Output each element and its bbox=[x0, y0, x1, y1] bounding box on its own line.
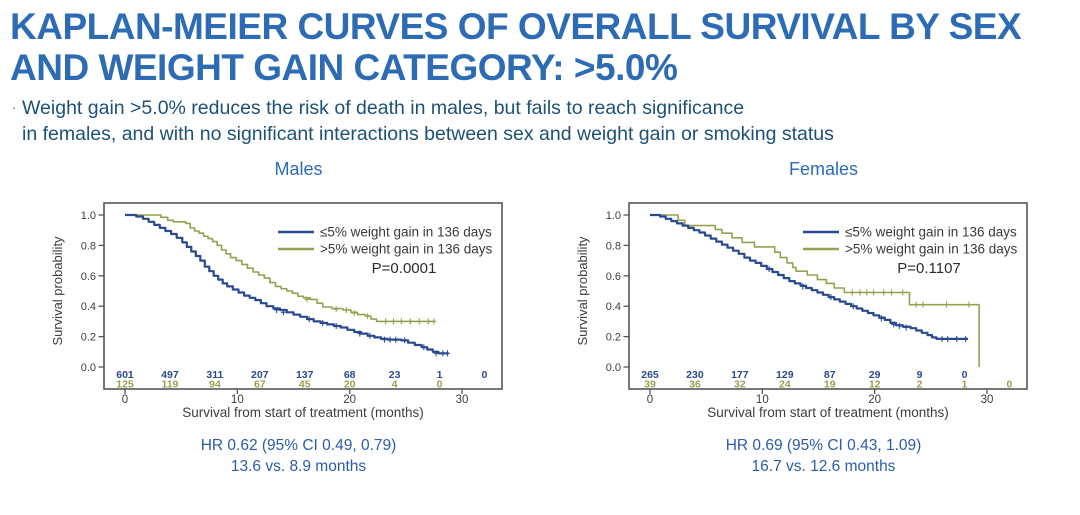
at-risk-value: 23 bbox=[389, 369, 401, 381]
km-figure-males: Males 0.0 0.2 0.4 0.6 0.8 1.0 Survival probabi… bbox=[46, 159, 551, 477]
at-risk-value: 87 bbox=[824, 369, 836, 381]
hr-line-females: HR 0.69 (95% CI 0.43, 1.09) bbox=[725, 437, 922, 455]
y-tick-label: 0.6 bbox=[81, 271, 96, 283]
slide: KAPLAN-MEIER CURVES OF OVERALL SURVIVAL … bbox=[0, 6, 1080, 515]
at-risk-value: 39 bbox=[644, 379, 656, 391]
at-risk-value: 177 bbox=[731, 369, 749, 381]
hr-block-females: HR 0.69 (95% CI 0.43, 1.09) 16.7 vs. 12.… bbox=[571, 436, 1076, 477]
bullet-line-2: in females, and with no significant inte… bbox=[22, 122, 834, 145]
at-risk-value: 19 bbox=[824, 379, 836, 391]
at-risk-value: 29 bbox=[869, 369, 881, 381]
km-curve bbox=[125, 214, 435, 323]
at-risk-value: 119 bbox=[161, 379, 178, 391]
legend-label: ≤5% weight gain in 136 days bbox=[320, 225, 492, 240]
km-figure-females: Females 0.0 0.2 0.4 0.6 0.8 1.0 Survival proba… bbox=[571, 159, 1076, 477]
at-risk-value: 1 bbox=[437, 369, 443, 381]
at-risk-value: 265 bbox=[641, 369, 659, 381]
legend-label: >5% weight gain in 136 days bbox=[845, 242, 1017, 257]
x-tick-label: 20 bbox=[343, 394, 356, 406]
km-curve bbox=[650, 214, 968, 341]
at-risk-value: 0 bbox=[1007, 379, 1013, 391]
y-axis-label: Survival probability bbox=[575, 236, 590, 346]
x-axis-label: Survival from start of treatment (months… bbox=[707, 405, 949, 420]
legend-label: >5% weight gain in 136 days bbox=[320, 242, 492, 257]
y-tick-label: 0.0 bbox=[81, 362, 96, 374]
at-risk-value: 0 bbox=[962, 369, 968, 381]
bullet-text: Weight gain >5.0% reduces the risk of de… bbox=[22, 96, 834, 147]
at-risk-value: 125 bbox=[116, 379, 134, 391]
at-risk-value: 12 bbox=[869, 379, 881, 391]
at-risk-value: 67 bbox=[254, 379, 266, 391]
at-risk-value: 0 bbox=[437, 379, 443, 391]
at-risk-value: 0 bbox=[482, 369, 488, 381]
at-risk-value: 207 bbox=[251, 369, 269, 381]
chart-title-females: Females bbox=[788, 159, 859, 180]
x-tick-label: 30 bbox=[456, 394, 469, 406]
at-risk-value: 9 bbox=[917, 369, 923, 381]
at-risk-value: 20 bbox=[344, 379, 356, 391]
x-tick-label: 30 bbox=[981, 394, 994, 406]
y-tick-label: 1.0 bbox=[606, 210, 621, 222]
at-risk-value: 129 bbox=[776, 369, 794, 381]
x-tick-label: 0 bbox=[122, 394, 128, 406]
x-axis-label: Survival from start of treatment (months… bbox=[182, 405, 424, 420]
x-tick-label: 20 bbox=[868, 394, 881, 406]
x-tick-label: 10 bbox=[231, 394, 244, 406]
y-tick-label: 0.2 bbox=[606, 332, 621, 344]
at-risk-value: 32 bbox=[734, 379, 746, 391]
y-tick-label: 0.2 bbox=[81, 332, 96, 344]
slide-title-line-2: AND WEIGHT GAIN CATEGORY: >5.0% bbox=[10, 47, 678, 89]
y-tick-label: 0.6 bbox=[606, 271, 621, 283]
at-risk-value: 24 bbox=[779, 379, 791, 391]
y-axis-label: Survival probability bbox=[50, 236, 65, 346]
y-tick-label: 0.4 bbox=[606, 302, 621, 314]
legend-label: ≤5% weight gain in 136 days bbox=[845, 225, 1017, 240]
p-value: P=0.0001 bbox=[372, 260, 437, 277]
at-risk-value: 137 bbox=[296, 369, 314, 381]
y-tick-label: 0.8 bbox=[81, 241, 96, 253]
median-line-males: 13.6 vs. 8.9 months bbox=[230, 457, 367, 475]
y-tick-label: 1.0 bbox=[81, 210, 96, 222]
hr-line-males: HR 0.62 (95% CI 0.49, 0.79) bbox=[200, 437, 397, 455]
y-tick-label: 0.4 bbox=[81, 302, 96, 314]
plot-border bbox=[628, 202, 1028, 391]
bullet-icon: · bbox=[11, 99, 17, 115]
x-tick-label: 10 bbox=[756, 394, 769, 406]
bullet-line-1: Weight gain >5.0% reduces the risk of de… bbox=[22, 96, 745, 119]
at-risk-value: 36 bbox=[689, 379, 701, 391]
median-line-females: 16.7 vs. 12.6 months bbox=[751, 457, 896, 475]
at-risk-value: 497 bbox=[161, 369, 179, 381]
slide-title-line-1: KAPLAN-MEIER CURVES OF OVERALL SURVIVAL … bbox=[10, 6, 1022, 47]
at-risk-value: 1 bbox=[962, 379, 968, 391]
slide-title: KAPLAN-MEIER CURVES OF OVERALL SURVIVAL … bbox=[10, 6, 1080, 89]
at-risk-value: 94 bbox=[209, 379, 221, 391]
plot-border bbox=[103, 202, 503, 391]
km-curve bbox=[650, 214, 980, 368]
bullet-row: · Weight gain >5.0% reduces the risk of … bbox=[6, 96, 1080, 147]
km-curve bbox=[125, 214, 449, 355]
at-risk-value: 311 bbox=[206, 369, 223, 381]
charts-row: Males 0.0 0.2 0.4 0.6 0.8 1.0 Survival probabi… bbox=[46, 159, 1080, 477]
at-risk-value: 45 bbox=[299, 379, 311, 391]
at-risk-value: 601 bbox=[116, 369, 134, 381]
y-tick-label: 0.8 bbox=[606, 241, 621, 253]
y-tick-label: 0.0 bbox=[606, 362, 621, 374]
hr-block-males: HR 0.62 (95% CI 0.49, 0.79) 13.6 vs. 8.9… bbox=[46, 436, 551, 477]
x-tick-label: 0 bbox=[647, 394, 653, 406]
at-risk-value: 68 bbox=[344, 369, 356, 381]
chart-title-males: Males bbox=[274, 159, 323, 180]
at-risk-value: 230 bbox=[686, 369, 704, 381]
at-risk-value: 4 bbox=[392, 379, 398, 391]
at-risk-value: 2 bbox=[917, 379, 923, 391]
p-value: P=0.1107 bbox=[897, 260, 961, 277]
